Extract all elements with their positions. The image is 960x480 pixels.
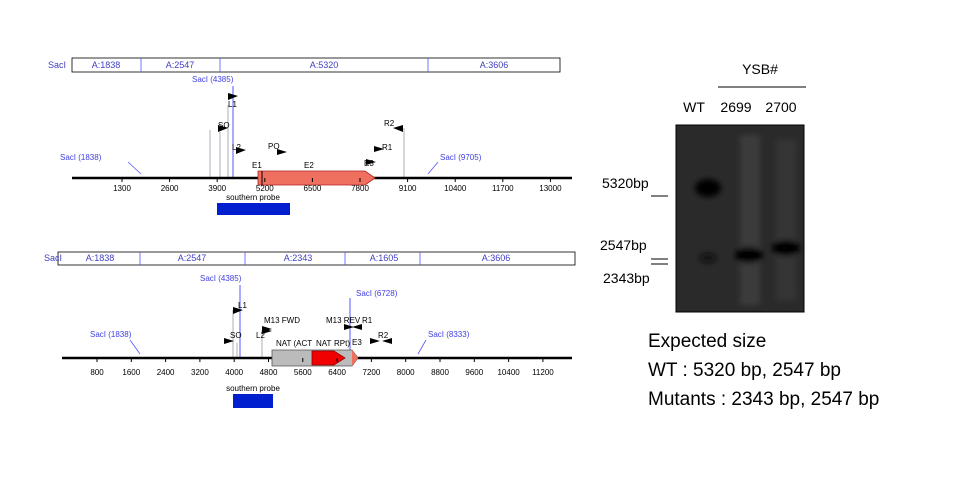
tick-label: 5600: [294, 368, 312, 377]
tick-label: 2400: [157, 368, 175, 377]
site-label: SacI (4385): [192, 75, 234, 84]
tick-label: 3200: [191, 368, 209, 377]
fragment: A:2343: [284, 253, 313, 263]
fragment: A:1838: [92, 60, 121, 70]
gene-label: NAT (ACT: [276, 339, 312, 348]
site-label: SO: [218, 121, 230, 130]
site-label: L1: [228, 100, 237, 109]
fragment: A:5320: [310, 60, 339, 70]
site-label: E2: [304, 161, 314, 170]
fragment: SacI: [44, 253, 62, 263]
tick-label: 7200: [363, 368, 381, 377]
site-label: R2: [378, 331, 389, 340]
fragment: A:3606: [480, 60, 509, 70]
site-label: SacI (8333): [428, 330, 470, 339]
site-label: L2: [232, 143, 241, 152]
map-mutant: SacI A:1838 A:2547 A:2343 A:1605 A:3606 …: [44, 251, 576, 408]
fragment: A:2547: [166, 60, 195, 70]
tick-label: 800: [90, 368, 104, 377]
fragment: A:1605: [370, 253, 399, 263]
tick-label: 3900: [208, 184, 226, 193]
lane-label: 2700: [765, 99, 796, 115]
site-label: R1: [382, 143, 393, 152]
site-label: L1: [238, 301, 247, 310]
gene-label: NAT: [316, 339, 332, 348]
tick-label: 10400: [444, 184, 467, 193]
probe-label: southern probe: [226, 384, 280, 393]
gene-label: RPt): [334, 339, 350, 348]
tick-label: 13000: [539, 184, 562, 193]
site-label: SacI (1838): [60, 153, 102, 162]
expected-line: WT : 5320 bp, 2547 bp: [648, 360, 841, 381]
tick-label: 11700: [492, 184, 514, 193]
site-label: R1: [362, 316, 373, 325]
site-label: E1: [252, 161, 262, 170]
expected-line: Mutants : 2343 bp, 2547 bp: [648, 389, 879, 410]
site-label: E3: [352, 338, 362, 347]
lane-label: 2699: [720, 99, 751, 115]
marker-label: 2547bp: [600, 237, 647, 253]
site-label: L2: [256, 331, 265, 340]
site-label: M13 REV: [326, 316, 361, 325]
marker-label: 5320bp: [602, 175, 649, 191]
probe-label: southern probe: [226, 193, 280, 202]
tick-label: 9600: [465, 368, 483, 377]
tick-label: 10400: [497, 368, 520, 377]
tick-label: 1600: [122, 368, 140, 377]
site-label: SO: [230, 331, 242, 340]
fragment: SacI: [48, 60, 66, 70]
tick-label: 8800: [431, 368, 449, 377]
tick-label: 4800: [260, 368, 278, 377]
site-label: M13 FWD: [264, 316, 300, 325]
site-label: SacI (4385): [200, 274, 242, 283]
tick-label: 8000: [397, 368, 415, 377]
group-label: YSB#: [742, 61, 778, 77]
tick-label: 6400: [328, 368, 346, 377]
site-label: SacI (9705): [440, 153, 482, 162]
gel: YSB# WT 2699 2700 5320bp 2547bp 2343bp: [600, 61, 806, 313]
tick-label: 6500: [304, 184, 322, 193]
probe: [217, 203, 290, 215]
probe: [233, 394, 273, 408]
site-label: SacI (1838): [90, 330, 132, 339]
marker-label: 2343bp: [603, 270, 650, 286]
map-wt: SacI A:1838 A:2547 A:5320 A:3606 SacI (4…: [48, 57, 572, 215]
fragment: A:2547: [178, 253, 207, 263]
tick-label: 2600: [161, 184, 179, 193]
site-label: PO: [268, 142, 280, 151]
tick-label: 4000: [225, 368, 243, 377]
tick-label: 11200: [532, 368, 554, 377]
tick-label: 5200: [256, 184, 274, 193]
fragment: A:3606: [482, 253, 511, 263]
expected-title: Expected size: [648, 331, 766, 352]
fragment: A:1838: [86, 253, 115, 263]
tick-label: 9100: [399, 184, 417, 193]
site-label: SacI (6728): [356, 289, 398, 298]
site-label: E3: [364, 159, 374, 168]
tick-label: 7800: [351, 184, 369, 193]
site-label: R2: [384, 119, 395, 128]
tick-label: 1300: [113, 184, 131, 193]
lane-label: WT: [683, 99, 705, 115]
